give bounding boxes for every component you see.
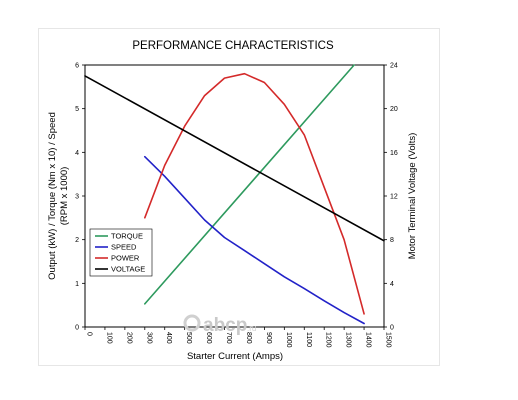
plot-border bbox=[84, 64, 385, 328]
x-axis: 0 100 200 300 400 500 600 700 800 900 1000 1100 1200… bbox=[84, 327, 392, 348]
legend-label-power: POWER bbox=[111, 254, 140, 263]
y-left-tick-label: 5 bbox=[75, 106, 79, 113]
series-line-voltage bbox=[84, 75, 385, 242]
x-tick-label: 700 bbox=[225, 332, 232, 344]
y-left-tick-label: 3 bbox=[75, 194, 79, 201]
chart-frame bbox=[38, 28, 440, 366]
y-left-tick-label: 2 bbox=[75, 237, 79, 244]
watermark: abcp .ru bbox=[183, 314, 256, 336]
x-tick-label: 1000 bbox=[285, 332, 292, 348]
x-tick-label: 1200 bbox=[325, 332, 332, 348]
y-left-tick-label: 6 bbox=[75, 63, 79, 70]
y-axis-left: 0 1 2 3 4 5 6 bbox=[75, 63, 85, 332]
x-tick-label: 900 bbox=[265, 332, 272, 344]
y-axis-right-title: Motor Terminal Voltage (Volts) bbox=[407, 133, 418, 260]
y-right-tick-label: 4 bbox=[390, 281, 394, 288]
series-line-power bbox=[144, 72, 365, 315]
y-left-tick-label: 0 bbox=[75, 325, 79, 332]
legend: TORQUE SPEED POWER VOLTAGE bbox=[89, 228, 153, 277]
y-axis-left-title-line1: Output (kW) / Torque (Nm x 10) / Speed bbox=[47, 112, 58, 280]
legend-box bbox=[89, 228, 153, 277]
watermark-logo-icon bbox=[183, 314, 201, 332]
x-tick-label: 1400 bbox=[365, 332, 372, 348]
y-right-tick-label: 8 bbox=[390, 237, 394, 244]
y-axis-right: 0 4 8 12 16 20 24 bbox=[384, 63, 398, 332]
legend-label-speed: SPEED bbox=[111, 243, 137, 252]
watermark-text: abcp bbox=[203, 315, 247, 336]
x-axis-title: Starter Current (Amps) bbox=[187, 351, 283, 362]
x-tick-label: 1100 bbox=[305, 332, 312, 347]
legend-label-torque: TORQUE bbox=[111, 232, 143, 241]
x-tick-label: 200 bbox=[125, 332, 132, 344]
y-right-tick-label: 24 bbox=[390, 63, 398, 70]
plot-area bbox=[84, 64, 385, 328]
x-tick-label: 0 bbox=[86, 332, 93, 336]
series-line-torque bbox=[144, 64, 355, 305]
series-layer bbox=[84, 64, 385, 325]
y-left-tick-label: 1 bbox=[75, 281, 79, 288]
y-right-tick-label: 20 bbox=[390, 106, 398, 113]
y-right-tick-label: 12 bbox=[390, 194, 398, 201]
series-line-speed bbox=[144, 155, 365, 325]
watermark-suffix: .ru bbox=[247, 324, 256, 333]
x-tick-label: 600 bbox=[205, 332, 212, 344]
x-tick-label: 300 bbox=[145, 332, 152, 344]
y-left-tick-label: 4 bbox=[75, 150, 79, 157]
x-tick-label: 1300 bbox=[345, 332, 352, 348]
x-tick-label: 400 bbox=[165, 332, 172, 344]
x-tick-label: 500 bbox=[185, 332, 192, 344]
y-right-tick-label: 0 bbox=[390, 325, 394, 332]
x-tick-label: 100 bbox=[105, 332, 112, 344]
legend-label-voltage: VOLTAGE bbox=[111, 265, 145, 274]
x-tick-label: 800 bbox=[245, 332, 252, 344]
chart-title: PERFORMANCE CHARACTERISTICS bbox=[132, 40, 334, 52]
y-axis-left-title-line2: (RPM x 1000) bbox=[59, 167, 70, 226]
y-right-tick-label: 16 bbox=[390, 150, 398, 157]
x-tick-label: 1500 bbox=[385, 332, 392, 348]
